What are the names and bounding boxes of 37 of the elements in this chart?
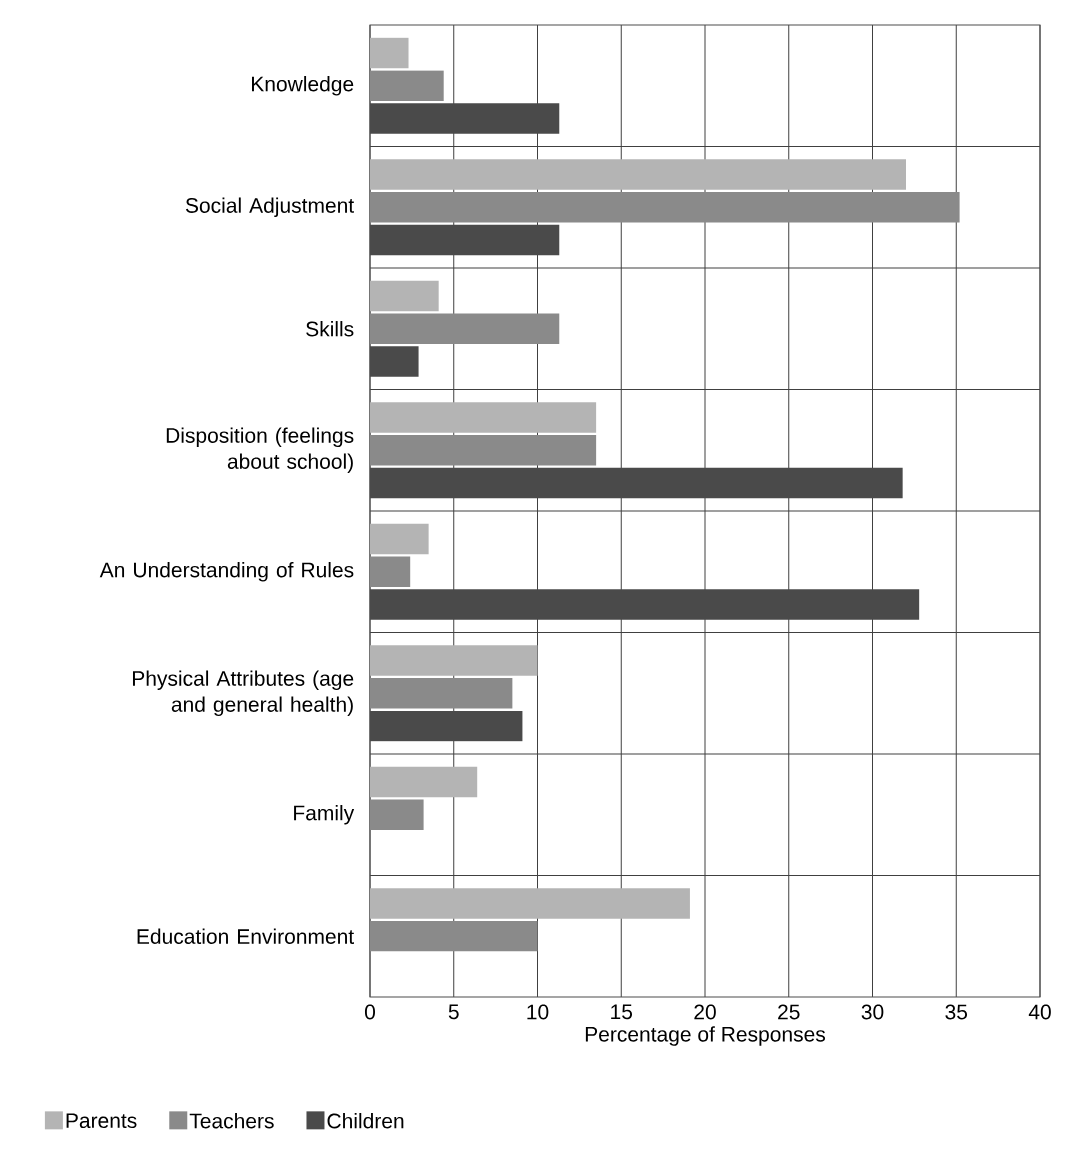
x-tick-label: 0: [364, 1004, 376, 1020]
bar: [370, 556, 411, 587]
bar: [370, 192, 960, 223]
bar: [370, 70, 444, 101]
bar: [370, 435, 597, 466]
x-tick-label: 25: [778, 1004, 800, 1020]
bar: [370, 799, 424, 830]
x-tick-label: 40: [1028, 1004, 1051, 1020]
bar: [370, 523, 429, 555]
bar: [370, 645, 538, 676]
bar: [370, 37, 409, 69]
bar: [370, 678, 513, 709]
legend-label: Parents: [66, 1113, 137, 1129]
y-tick-label: Knowledge: [252, 75, 354, 96]
legend-label: Teachers: [189, 1113, 274, 1129]
bar: [370, 280, 439, 312]
legend-label: Children: [327, 1113, 404, 1129]
bar: [370, 313, 560, 344]
bar: [370, 921, 538, 952]
x-tick-label: 5: [448, 1004, 459, 1020]
bar: [370, 402, 597, 433]
y-tick-label: Family: [294, 804, 355, 825]
bar: [370, 888, 690, 919]
y-tick-label: Disposition (feelings about school): [166, 427, 354, 474]
y-tick-label: Physical Attributes (age and general health): [132, 670, 354, 717]
x-tick-label: 35: [945, 1004, 968, 1020]
y-tick-label: Social Adjustment: [185, 197, 354, 218]
x-tick-label: 30: [861, 1004, 884, 1020]
bar: [370, 766, 478, 798]
x-tick-label: 10: [527, 1004, 549, 1020]
bar: [370, 159, 906, 190]
x-tick-label: 20: [694, 1004, 716, 1020]
x-axis-title: Percentage of Responses: [585, 1026, 826, 1046]
y-tick-label: Education Environment: [137, 928, 354, 944]
y-tick-label: Skills: [306, 321, 354, 337]
x-tick-label: 15: [611, 1004, 633, 1020]
y-tick-label: An Understanding of Rules: [99, 561, 354, 582]
